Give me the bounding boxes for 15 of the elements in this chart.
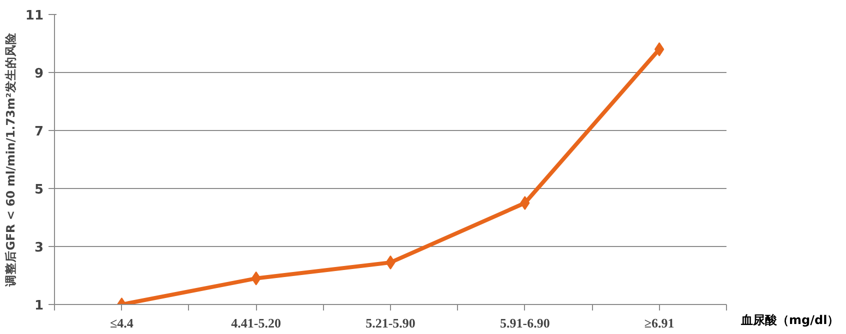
x-tick-label: ≤4.4 — [110, 316, 134, 330]
y-tick-label: 11 — [25, 8, 44, 24]
y-axis-title: 调整后GFR < 60 ml/min/1.73m²发生的风险 — [3, 32, 18, 288]
x-tick-label: ≥6.91 — [644, 316, 674, 330]
y-tick-label: 7 — [34, 124, 44, 140]
x-tick-label: 5.21-5.90 — [366, 316, 416, 330]
x-tick-label: 4.41-5.20 — [231, 316, 282, 330]
y-tick-label: 9 — [34, 66, 44, 82]
x-tick-label: 5.91-6.90 — [500, 316, 550, 330]
x-axis-title: 血尿酸（mg/dl） — [741, 312, 840, 329]
y-tick-label: 5 — [34, 182, 44, 198]
point — [520, 196, 530, 210]
y-tick-label: 3 — [34, 240, 44, 256]
point — [654, 42, 664, 56]
y-tick-label: 1 — [34, 298, 44, 314]
